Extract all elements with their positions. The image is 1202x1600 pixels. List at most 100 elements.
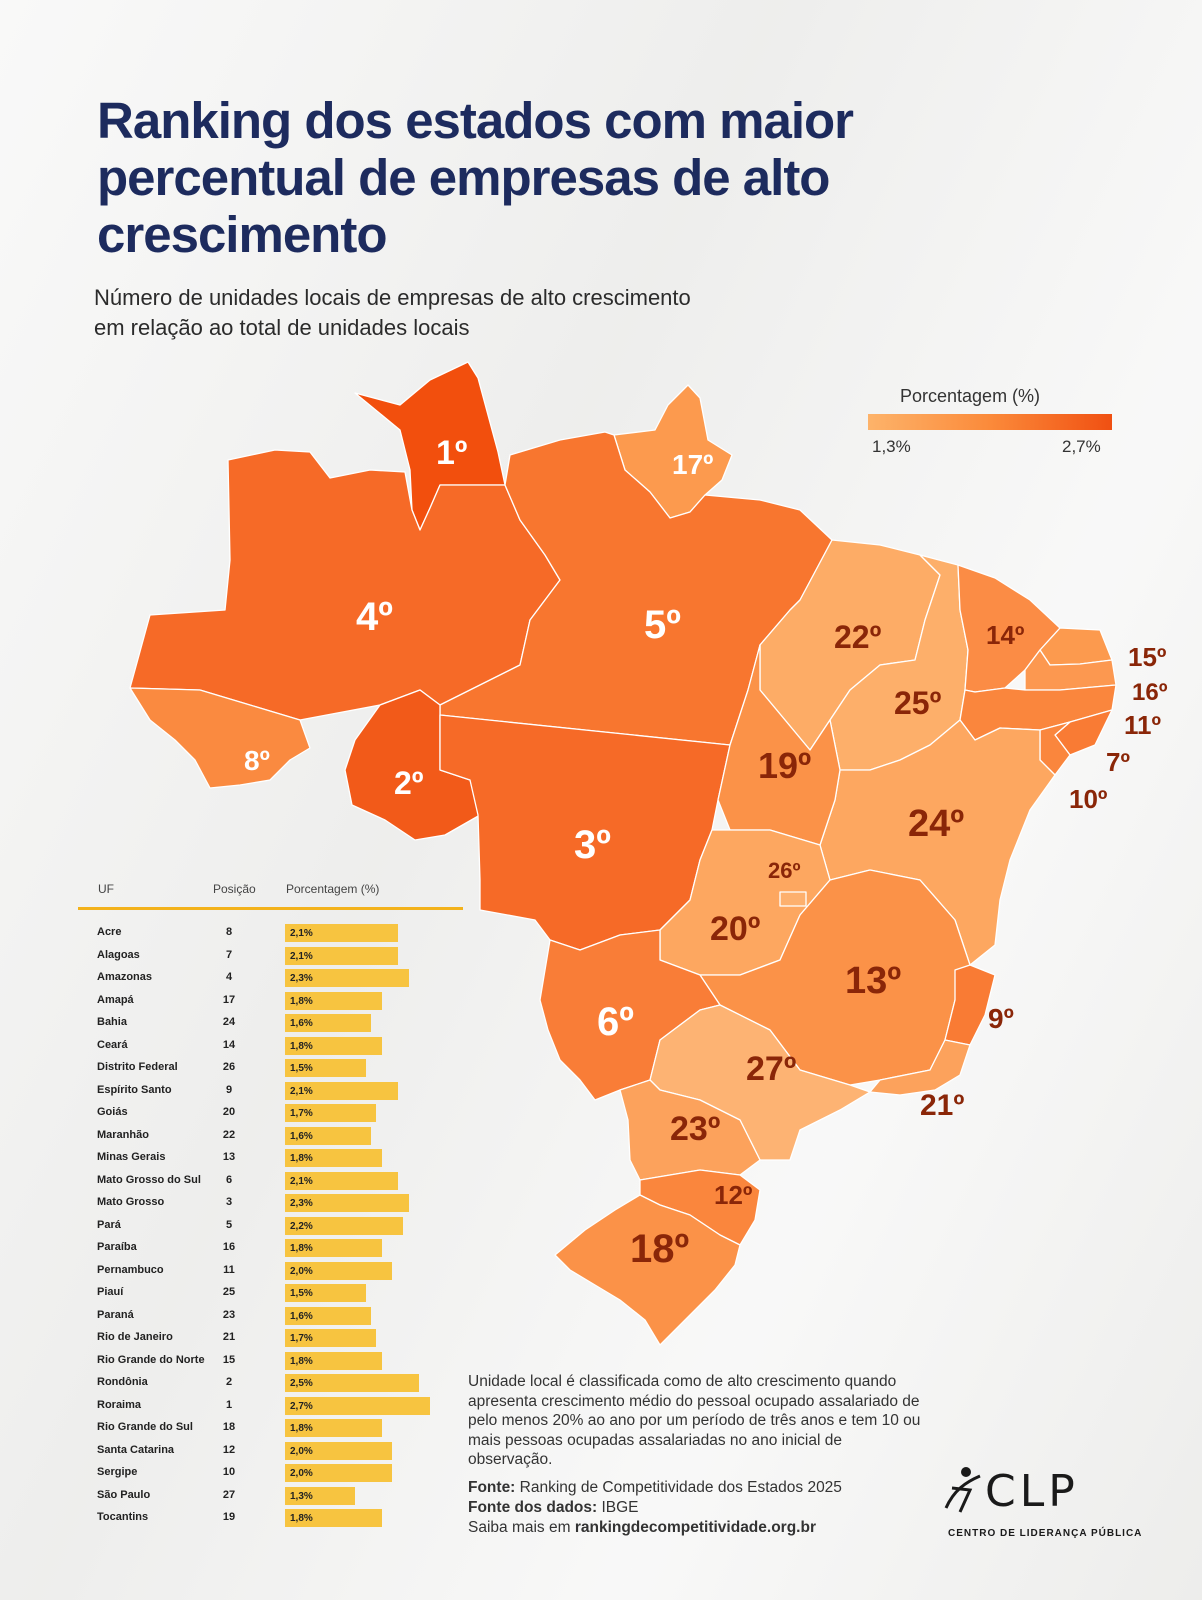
table-cell-uf: Rio Grande do Norte [97, 1353, 205, 1366]
table-row: Tocantins 19 1,8% [78, 1509, 463, 1532]
page-title: Ranking dos estados com maior percentual… [97, 92, 854, 263]
rank-label-rs: 18º [630, 1227, 689, 1271]
percentage-bar [285, 1284, 366, 1302]
table-cell-position: 19 [222, 1511, 236, 1523]
rank-label-pi: 25º [894, 685, 942, 721]
table-cell-position: 16 [222, 1241, 236, 1253]
legend-title: Porcentagem (%) [900, 386, 1041, 406]
table-cell-uf: Rio de Janeiro [97, 1331, 173, 1343]
table-cell-position: 3 [225, 1196, 233, 1208]
state-ce [957, 564, 1061, 693]
percentage-bar [285, 1261, 393, 1280]
rank-label-sc: 12º [714, 1180, 753, 1210]
rank-label-rj: 21º [920, 1089, 964, 1122]
table-cell-percentage: 1,5% [290, 1288, 313, 1299]
table-cell-uf: São Paulo [97, 1488, 151, 1501]
table-cell-position: 6 [225, 1173, 233, 1186]
table-row: Ceará 14 1,8% [78, 1036, 463, 1060]
table-cell-position: 27 [222, 1488, 236, 1501]
table-row: Mato Grosso do Sul 6 2,1% [78, 1171, 463, 1195]
more-info-link[interactable]: rankingdecompetitividade.org.br [574, 1519, 816, 1536]
more-info-prefix: Saiba mais em [468, 1519, 575, 1536]
table-cell-position: 17 [222, 993, 236, 1006]
rank-label-pb: 16º [1132, 679, 1168, 706]
table-cell-uf: Rondônia [97, 1376, 148, 1388]
table-cell-percentage: 2,3% [290, 1198, 313, 1209]
table-cell-uf: Goiás [97, 1106, 128, 1118]
rank-label-pa: 5º [644, 603, 681, 647]
table-row: São Paulo 27 1,3% [78, 1486, 463, 1510]
table-cell-percentage: 1,3% [290, 1490, 313, 1502]
table-row: Bahia 24 1,6% [78, 1014, 463, 1037]
table-cell-percentage: 1,6% [290, 1018, 313, 1029]
table-cell-uf: Amazonas [97, 971, 153, 983]
table-cell-percentage: 1,8% [290, 1513, 313, 1524]
table-cell-uf: Tocantins [97, 1511, 149, 1523]
rank-label-ac: 8º [244, 745, 270, 776]
table-row: Rio de Janeiro 21 1,7% [78, 1329, 463, 1352]
legend-max-label: 2,7% [1062, 437, 1101, 456]
table-row: Acre 8 2,1% [78, 924, 463, 947]
table-cell-uf: Alagoas [97, 948, 140, 961]
percentage-bar [285, 1329, 377, 1347]
clp-logo-subtitle: CENTRO DE LIDERANÇA PÚBLICA [948, 1528, 1143, 1539]
percentage-bar [285, 1081, 398, 1100]
state-mg [699, 869, 971, 1086]
data-source-value: IBGE [597, 1499, 639, 1516]
table-header-rule [78, 907, 463, 910]
table-cell-percentage: 1,7% [290, 1333, 313, 1344]
rank-label-am: 4º [356, 595, 393, 639]
table-cell-position: 22 [222, 1128, 236, 1141]
rank-label-go: 20º [710, 910, 760, 948]
table-cell-percentage: 2,1% [290, 1175, 313, 1187]
percentage-bar [285, 1509, 382, 1527]
table-cell-uf: Santa Catarina [97, 1443, 175, 1456]
percentage-bar [285, 1171, 398, 1190]
state-es [944, 964, 996, 1046]
rank-label-ms: 6º [597, 1000, 634, 1044]
table-cell-position: 18 [222, 1421, 236, 1433]
state-ac [129, 687, 311, 789]
legend-gradient-bar [868, 414, 1112, 430]
table-row: Paraíba 16 1,8% [78, 1239, 463, 1262]
table-cell-uf: Distrito Federal [97, 1061, 178, 1073]
table-cell-position: 23 [222, 1308, 236, 1321]
table-cell-percentage: 2,1% [290, 928, 313, 939]
table-cell-uf: Pernambuco [97, 1263, 164, 1276]
table-cell-percentage: 2,1% [290, 950, 313, 962]
source-value: Ranking de Competitividade dos Estados 2… [515, 1479, 842, 1496]
table-cell-uf: Minas Gerais [97, 1151, 166, 1163]
rank-label-ma: 22º [834, 619, 882, 655]
table-cell-position: 21 [222, 1331, 236, 1343]
table-cell-position: 2 [225, 1376, 233, 1388]
state-df [779, 891, 807, 907]
table-row: Rio Grande do Sul 18 1,8% [78, 1419, 463, 1442]
source-block: Fonte: Ranking de Competitividade dos Es… [468, 1478, 938, 1538]
table-cell-position: 11 [223, 1263, 235, 1276]
percentage-bar [285, 1441, 393, 1460]
table-row: Roraima 1 2,7% [78, 1396, 463, 1420]
percentage-bar [285, 1464, 393, 1482]
percentage-bar [285, 946, 398, 965]
table-cell-uf: Mato Grosso do Sul [97, 1173, 201, 1186]
table-row: Rondônia 2 2,5% [78, 1374, 463, 1397]
table-cell-position: 24 [222, 1016, 236, 1028]
table-row: Santa Catarina 12 2,0% [78, 1441, 463, 1465]
percentage-bar [285, 924, 398, 942]
table-row: Piauí 25 1,5% [78, 1284, 463, 1307]
table-cell-position: 4 [225, 971, 233, 983]
clp-logo: CLP [985, 1466, 1079, 1517]
table-cell-percentage: 2,1% [290, 1085, 313, 1097]
table-cell-position: 26 [222, 1061, 236, 1073]
table-cell-uf: Pará [97, 1218, 121, 1231]
page-subtitle: Número de unidades locais de empresas de… [94, 285, 691, 340]
table-cell-percentage: 2,0% [290, 1265, 313, 1277]
state-rs [554, 1194, 741, 1346]
percentage-bar [285, 991, 382, 1010]
table-row: Goiás 20 1,7% [78, 1104, 463, 1127]
table-cell-position: 5 [225, 1218, 233, 1231]
table-cell-uf: Amapá [97, 993, 134, 1006]
table-cell-uf: Mato Grosso [97, 1196, 165, 1208]
table-cell-position: 20 [222, 1106, 236, 1118]
